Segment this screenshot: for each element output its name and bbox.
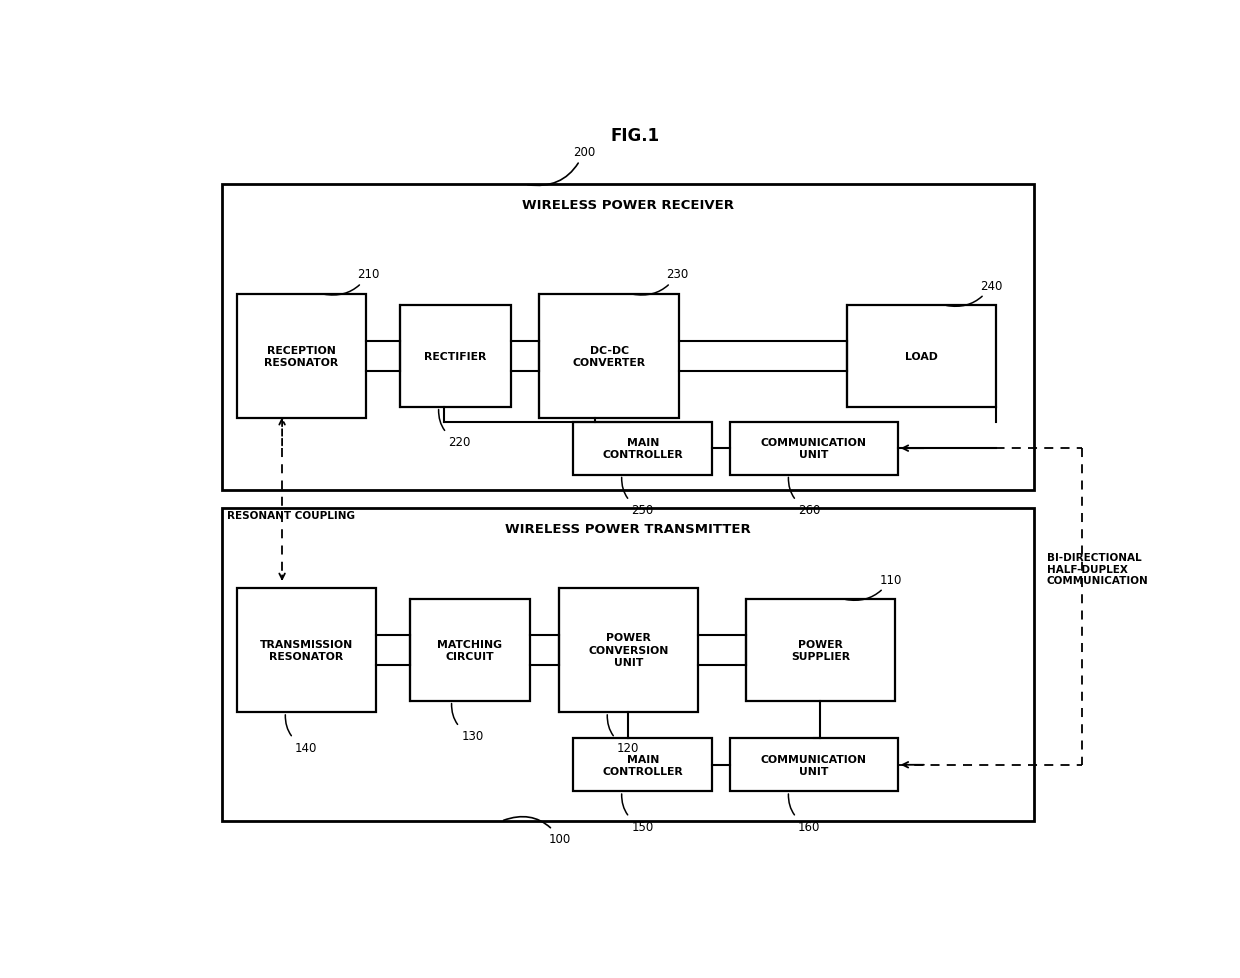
Text: 160: 160 — [789, 794, 821, 833]
Bar — [746, 600, 895, 701]
Bar — [729, 738, 898, 791]
Bar — [573, 422, 713, 475]
Text: RECEPTION
RESONATOR: RECEPTION RESONATOR — [264, 345, 339, 368]
Text: RESONANT COUPLING: RESONANT COUPLING — [227, 510, 355, 520]
Text: MAIN
CONTROLLER: MAIN CONTROLLER — [603, 437, 683, 460]
Text: DC-DC
CONVERTER: DC-DC CONVERTER — [573, 345, 646, 368]
Text: 130: 130 — [451, 704, 484, 742]
Text: 110: 110 — [846, 573, 901, 600]
Bar — [847, 305, 996, 407]
Bar — [573, 738, 713, 791]
Text: TRANSMISSION
RESONATOR: TRANSMISSION RESONATOR — [259, 639, 353, 661]
Text: WIRELESS POWER RECEIVER: WIRELESS POWER RECEIVER — [522, 199, 734, 211]
Bar — [558, 588, 698, 712]
Text: COMMUNICATION
UNIT: COMMUNICATION UNIT — [761, 754, 867, 777]
Text: 210: 210 — [324, 268, 379, 295]
Bar — [237, 588, 376, 712]
Text: POWER
SUPPLIER: POWER SUPPLIER — [791, 639, 851, 661]
Bar — [237, 294, 367, 419]
Bar — [539, 294, 678, 419]
Text: MATCHING
CIRCUIT: MATCHING CIRCUIT — [438, 639, 502, 661]
Text: RECTIFIER: RECTIFIER — [424, 351, 486, 362]
Text: COMMUNICATION
UNIT: COMMUNICATION UNIT — [761, 437, 867, 460]
Text: 200: 200 — [528, 146, 595, 186]
Text: LOAD: LOAD — [905, 351, 937, 362]
Text: WIRELESS POWER TRANSMITTER: WIRELESS POWER TRANSMITTER — [506, 522, 751, 536]
Text: 100: 100 — [503, 817, 572, 846]
Bar — [222, 509, 1034, 822]
Text: 230: 230 — [632, 268, 688, 295]
Text: 240: 240 — [946, 280, 1003, 307]
Text: POWER
CONVERSION
UNIT: POWER CONVERSION UNIT — [588, 633, 668, 668]
Text: MAIN
CONTROLLER: MAIN CONTROLLER — [603, 754, 683, 777]
Text: 120: 120 — [608, 715, 640, 754]
Text: 140: 140 — [285, 715, 317, 754]
Text: 220: 220 — [439, 410, 471, 449]
Bar — [409, 600, 529, 701]
Text: 150: 150 — [621, 794, 653, 833]
Text: FIG.1: FIG.1 — [611, 127, 660, 145]
Bar — [401, 305, 511, 407]
Text: BI-DIRECTIONAL
HALF-DUPLEX
COMMUNICATION: BI-DIRECTIONAL HALF-DUPLEX COMMUNICATION — [1047, 553, 1148, 586]
Text: 250: 250 — [621, 478, 653, 516]
Text: 260: 260 — [789, 478, 821, 516]
Bar — [729, 422, 898, 475]
Bar — [222, 185, 1034, 490]
